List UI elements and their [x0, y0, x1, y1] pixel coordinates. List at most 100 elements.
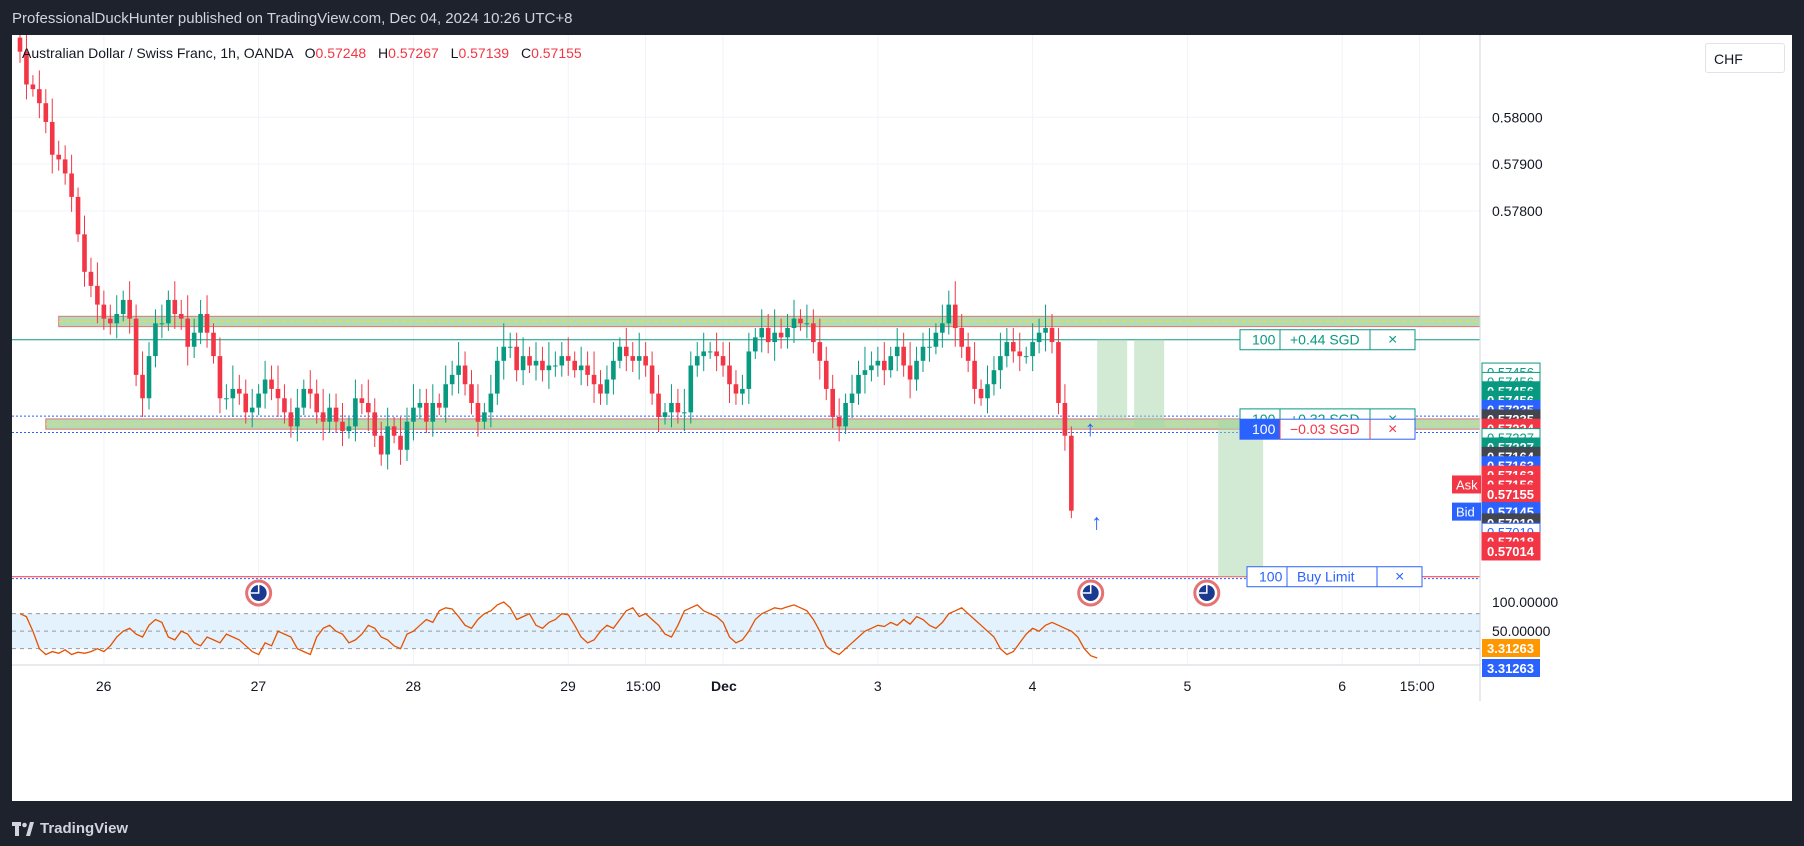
tradingview-logo[interactable]: TradingView — [12, 820, 128, 837]
candle-body — [1043, 328, 1048, 333]
candle-body — [307, 388, 313, 394]
order-ticket[interactable]: 100 −0.03 SGD × — [1239, 418, 1416, 440]
candle-body — [424, 402, 429, 422]
candle-body — [1062, 402, 1068, 436]
currency-selector[interactable]: CHF — [1705, 43, 1785, 73]
close-label: C — [520, 45, 532, 61]
candle-body — [804, 323, 810, 325]
candle-body — [230, 388, 236, 399]
candle-body — [417, 402, 423, 408]
candle-body — [288, 412, 294, 427]
candle-body — [256, 393, 261, 408]
candle-body — [249, 407, 255, 413]
economic-event-icon — [1193, 579, 1221, 607]
chart-frame[interactable]: ↑ ↑ 0.58000 0.57900 0.57800 100.00000 50.00000… — [12, 35, 1792, 801]
open-value: 0.57248 — [315, 45, 367, 61]
candle-body — [959, 328, 964, 347]
candle-body — [694, 356, 700, 366]
high-label: H — [378, 45, 389, 61]
candle-body — [701, 351, 706, 357]
candle-body — [856, 374, 861, 394]
candle-body — [991, 370, 997, 385]
candle-body — [153, 323, 158, 357]
candle-body — [753, 337, 758, 352]
price-tick-label: 0.58000 — [1492, 109, 1543, 125]
candle-body — [282, 398, 287, 413]
order-ticket-box — [1239, 329, 1416, 351]
candle-body — [656, 393, 661, 418]
candle-body — [520, 356, 526, 371]
candle-body — [69, 173, 74, 197]
flag-detail — [250, 585, 260, 594]
candle-body — [901, 346, 906, 366]
time-axis: 26 27 28 29 15:00 Dec 3 4 5 6 15:00 — [12, 664, 1480, 694]
candle-body — [82, 234, 87, 272]
price-label-text: 0.57014 — [1487, 544, 1535, 559]
candle-body — [275, 388, 281, 399]
candle-body — [108, 318, 113, 324]
candle-body — [340, 421, 345, 432]
candle-body — [1069, 435, 1074, 511]
candle-body — [114, 313, 120, 324]
candle-body — [191, 332, 197, 347]
candle-body — [133, 318, 139, 375]
time-tick-label: 15:00 — [626, 678, 661, 694]
candle-body — [624, 346, 629, 357]
candle-body — [540, 360, 545, 371]
candle-body — [469, 384, 474, 403]
chart-canvas[interactable]: ↑ ↑ 0.58000 0.57900 0.57800 100.00000 50.00000… — [12, 35, 1792, 801]
candle-body — [430, 402, 436, 422]
candle-body — [378, 435, 384, 455]
candle-body — [617, 346, 623, 361]
candle-body — [565, 356, 571, 361]
candle-body — [159, 323, 165, 325]
rsi-line — [19, 601, 1098, 659]
footer-bar: TradingView — [0, 812, 1804, 846]
candle-body — [875, 360, 881, 366]
candle-body — [669, 402, 674, 413]
candle-body — [178, 313, 184, 319]
low-value: 0.57139 — [458, 45, 510, 61]
candle-body — [604, 379, 610, 394]
candle-body — [559, 356, 565, 366]
flag-detail — [1198, 585, 1208, 594]
close-icon: × — [1395, 569, 1404, 586]
candle-body — [978, 388, 984, 399]
candle-body — [353, 398, 358, 427]
order-ticket-box — [1246, 566, 1423, 588]
candle-body — [404, 421, 410, 450]
time-tick-label: Dec — [711, 678, 737, 694]
candle-body — [443, 384, 448, 408]
candle-body — [636, 356, 642, 361]
candle-body — [527, 356, 532, 366]
candle-body — [533, 360, 539, 366]
candle-body — [224, 398, 229, 400]
order-ticket[interactable]: 100 Buy Limit × — [1246, 566, 1423, 588]
candle-body — [798, 318, 803, 324]
order-ticket[interactable]: 100 +0.44 SGD × — [1239, 329, 1416, 351]
quote-tag-text: Ask — [1456, 477, 1478, 492]
projection-box-1 — [1097, 339, 1128, 419]
candle-body — [1023, 356, 1029, 358]
quote-tag-box — [1452, 475, 1481, 494]
rsi-value-box — [1482, 659, 1540, 677]
candle-body — [720, 356, 726, 366]
candle-body — [707, 351, 713, 353]
candle-body — [88, 271, 94, 286]
buy-signal-arrow-icon: ↑ — [1091, 509, 1102, 534]
candle-body — [327, 407, 332, 422]
candle-body — [585, 365, 590, 375]
economic-event-icon — [1077, 579, 1105, 607]
candle-body — [204, 313, 210, 333]
candle-body — [301, 388, 307, 408]
close-icon: × — [1388, 421, 1397, 438]
candle-body — [662, 412, 668, 418]
candle-body — [507, 346, 513, 348]
candle-body — [320, 412, 326, 422]
order-pnl: −0.03 SGD — [1290, 421, 1360, 437]
candle-body — [933, 332, 939, 347]
rsi-tick-label: 50.00000 — [1492, 623, 1551, 639]
candle-body — [759, 328, 765, 338]
candle-body — [882, 360, 887, 371]
candle-body — [849, 393, 855, 403]
